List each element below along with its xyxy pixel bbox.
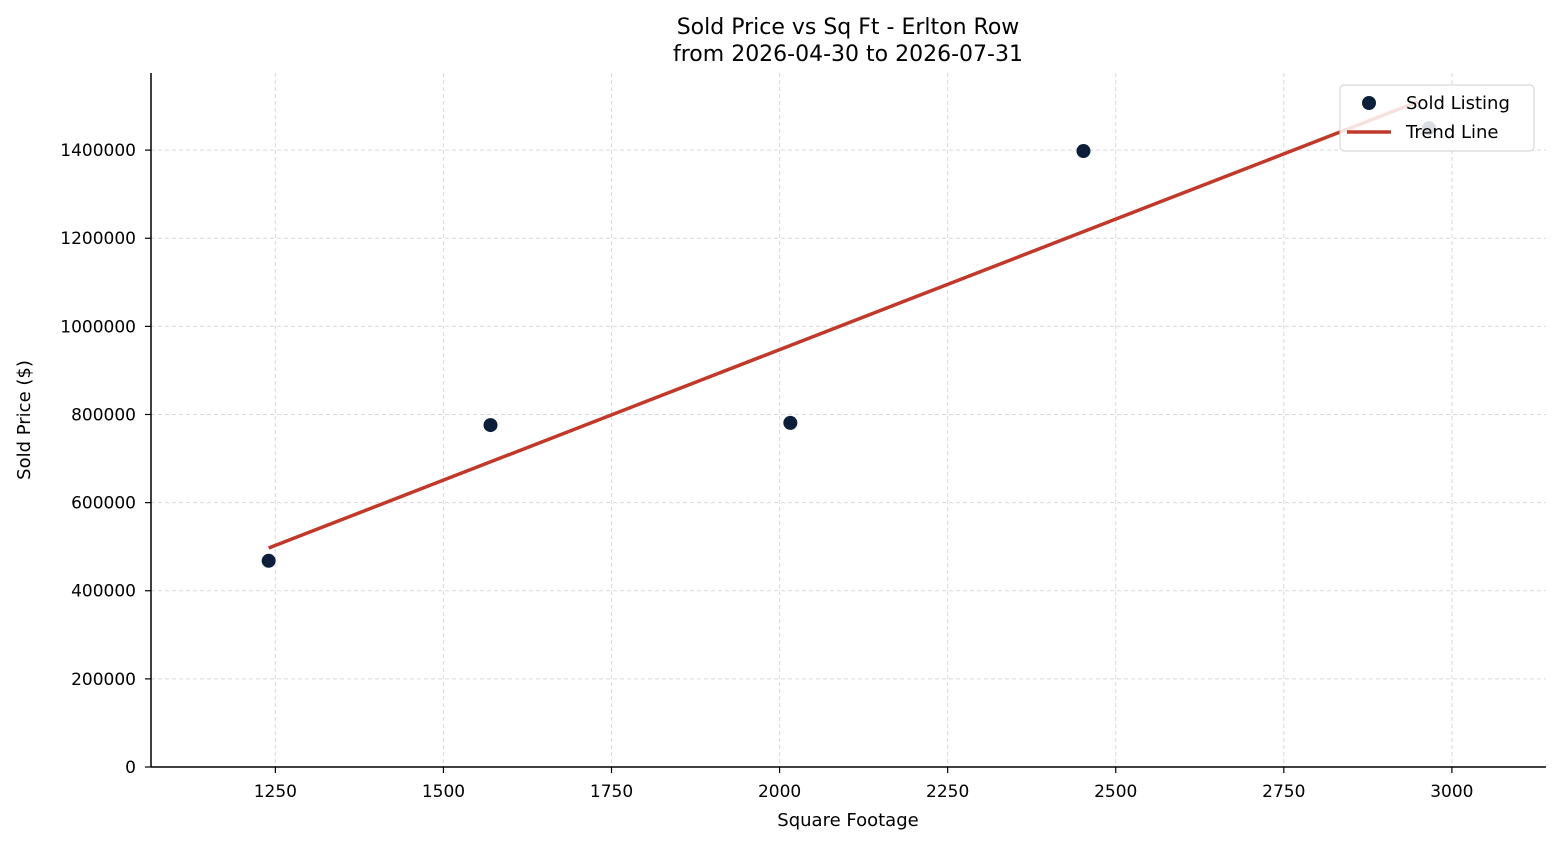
- x-tick-label: 3000: [1430, 782, 1473, 802]
- legend-marker-sold-listing: [1362, 96, 1376, 110]
- legend: Sold Listing Trend Line: [1339, 84, 1535, 152]
- y-tick-label: 0: [125, 758, 136, 778]
- data-point: [783, 415, 798, 430]
- y-axis-label: Sold Price ($): [14, 360, 35, 480]
- x-tick-label: 2250: [926, 782, 969, 802]
- trend-line-layer: [268, 100, 1419, 550]
- data-points: [261, 121, 1437, 568]
- chart-title: Sold Price vs Sq Ft - Erlton Row: [677, 15, 1020, 40]
- y-tick-label: 400000: [71, 582, 136, 602]
- grid-lines: [151, 73, 1546, 767]
- x-axis-ticks: 1250 1500 1750 2000 2250 2500 2750 3000: [254, 767, 1474, 802]
- data-point: [1076, 143, 1091, 158]
- y-tick-label: 1400000: [60, 141, 136, 161]
- y-axis-ticks: 0 200000 400000 600000 800000 1000000 1200000 1…: [60, 141, 151, 778]
- y-tick-label: 800000: [71, 405, 136, 425]
- x-tick-label: 2500: [1094, 782, 1137, 802]
- y-tick-label: 200000: [71, 670, 136, 690]
- data-point: [483, 418, 498, 433]
- x-tick-label: 1750: [590, 782, 633, 802]
- x-tick-label: 1500: [422, 782, 465, 802]
- x-tick-label: 2750: [1262, 782, 1305, 802]
- data-point: [261, 553, 276, 568]
- x-tick-label: 2000: [758, 782, 801, 802]
- legend-box: [1339, 84, 1535, 152]
- x-tick-label: 1250: [254, 782, 297, 802]
- legend-label-trend-line: Trend Line: [1405, 122, 1499, 143]
- y-tick-label: 1000000: [60, 317, 136, 337]
- chart-subtitle: from 2026-04-30 to 2026-07-31: [673, 42, 1023, 67]
- y-tick-label: 1200000: [60, 229, 136, 249]
- y-tick-label: 600000: [71, 494, 136, 514]
- x-axis-label: Square Footage: [777, 810, 918, 831]
- trend-line: [268, 100, 1419, 550]
- legend-label-sold-listing: Sold Listing: [1406, 93, 1510, 114]
